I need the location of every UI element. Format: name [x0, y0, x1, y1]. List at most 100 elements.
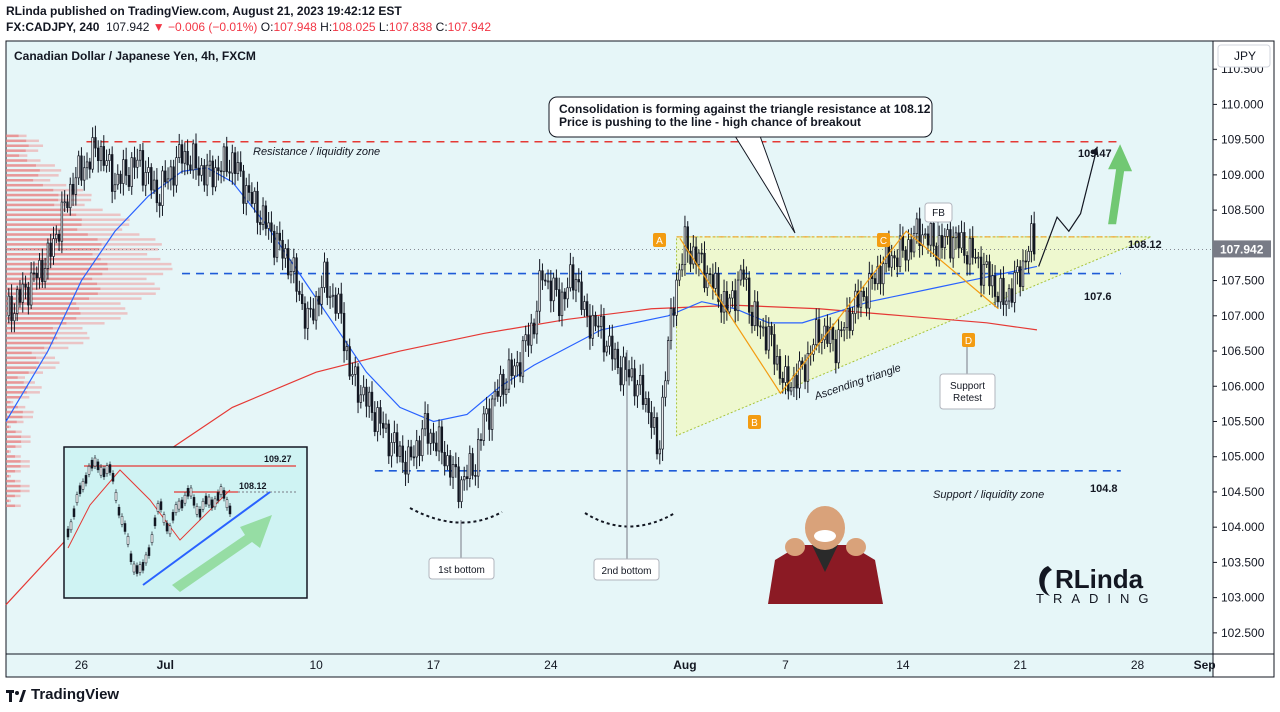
inset-candle: [117, 506, 121, 516]
profile-bar-down: [6, 396, 21, 399]
candle-down: [228, 171, 231, 174]
inset-candle: [207, 496, 211, 506]
profile-bar-down: [6, 371, 29, 374]
candle-up: [130, 157, 133, 187]
candle-up: [991, 275, 994, 287]
profile-bar-down: [6, 331, 56, 335]
candle-down: [471, 453, 474, 476]
candle-down: [862, 290, 865, 297]
candle-up: [113, 184, 117, 192]
candle-down: [532, 322, 536, 335]
candle-up: [960, 232, 963, 249]
profile-bar-down: [6, 450, 10, 453]
symbol-label: FX:CADJPY, 240: [6, 20, 100, 34]
candle-down: [127, 175, 131, 187]
candle-up: [175, 157, 178, 186]
inset-candle: [216, 492, 220, 501]
candle-up: [390, 442, 393, 457]
profile-bar-down: [6, 218, 82, 221]
candle-down: [803, 364, 807, 382]
candle-down: [295, 257, 298, 292]
candle-up: [851, 313, 854, 331]
price-tick-label: 105.500: [1221, 414, 1265, 428]
candle-up: [946, 229, 949, 237]
profile-bar-down: [6, 386, 28, 389]
candle-down: [356, 366, 360, 403]
profile-bar-down: [6, 435, 22, 438]
candle-up: [328, 295, 332, 298]
inset-candle: [222, 490, 226, 499]
candle-up: [451, 464, 455, 478]
candle-down: [549, 280, 553, 302]
candle-down: [186, 151, 189, 166]
candle-up: [359, 394, 363, 403]
price-tick-label: 103.500: [1221, 555, 1265, 569]
inset-candle: [162, 514, 166, 523]
inset-candle: [144, 554, 148, 564]
candle-down: [641, 374, 645, 405]
candle-down: [401, 445, 404, 463]
currency-button[interactable]: JPY: [1217, 44, 1271, 68]
candle-up: [183, 151, 187, 164]
candle-down: [194, 143, 198, 169]
candle-down: [918, 218, 921, 247]
inset-candle: [99, 466, 103, 476]
candle-down: [158, 202, 161, 206]
candle-up: [890, 255, 893, 268]
candle-down: [426, 413, 430, 444]
candle-down: [133, 157, 136, 168]
candle-up: [521, 340, 525, 377]
candle-up: [21, 283, 24, 303]
candle-up: [736, 279, 740, 312]
candle-down: [949, 229, 952, 259]
inset-candle: [138, 564, 142, 573]
candle-down: [840, 329, 843, 332]
candle-down: [689, 250, 692, 265]
inset-candle: [75, 494, 79, 503]
candle-down: [795, 375, 798, 389]
candle-up: [968, 237, 972, 265]
candle-down: [259, 222, 262, 225]
second-bottom-tag: 2nd bottom: [584, 350, 676, 581]
candle-down: [264, 205, 268, 229]
candle-down: [217, 167, 220, 172]
candle-up: [784, 366, 787, 383]
candle-up: [122, 159, 125, 184]
candle-up: [351, 374, 354, 377]
inset-candle: [147, 547, 151, 556]
inset-candle: [87, 465, 91, 475]
profile-bar-down: [6, 302, 77, 305]
tradingview-logo-icon: [6, 689, 26, 702]
time-tick-label: 21: [1014, 658, 1028, 672]
candle-down: [348, 346, 351, 377]
candle-down: [541, 270, 544, 281]
candle-down: [219, 170, 223, 173]
profile-bar-down: [6, 391, 27, 394]
price-tick-label: 104.000: [1221, 520, 1265, 534]
candle-down: [831, 326, 835, 340]
profile-bar-down: [6, 366, 37, 369]
candle-up: [714, 273, 717, 289]
candle-down: [66, 201, 69, 209]
candle-down: [756, 301, 759, 327]
candle-down: [273, 230, 276, 258]
candle-up: [323, 261, 326, 288]
candle-up: [574, 279, 578, 291]
candle-down: [597, 325, 600, 328]
price-chart[interactable]: Consolidation is forming against the tri…: [0, 0, 1280, 684]
profile-bar-down: [6, 381, 24, 384]
candle-down: [454, 464, 458, 468]
candle-up: [354, 366, 357, 375]
profile-bar-down: [6, 179, 34, 182]
candle-up: [753, 301, 756, 327]
profile-bar-down: [6, 376, 18, 379]
forecast-path-line: [1038, 146, 1098, 267]
candle-down: [35, 272, 38, 279]
candle-down: [817, 319, 821, 343]
candle-down: [172, 166, 175, 186]
profile-bar-down: [6, 356, 37, 360]
open-value: 107.948: [273, 20, 317, 34]
candle-up: [205, 164, 209, 186]
high-label: H:: [320, 20, 333, 34]
inset-candle: [168, 525, 172, 535]
